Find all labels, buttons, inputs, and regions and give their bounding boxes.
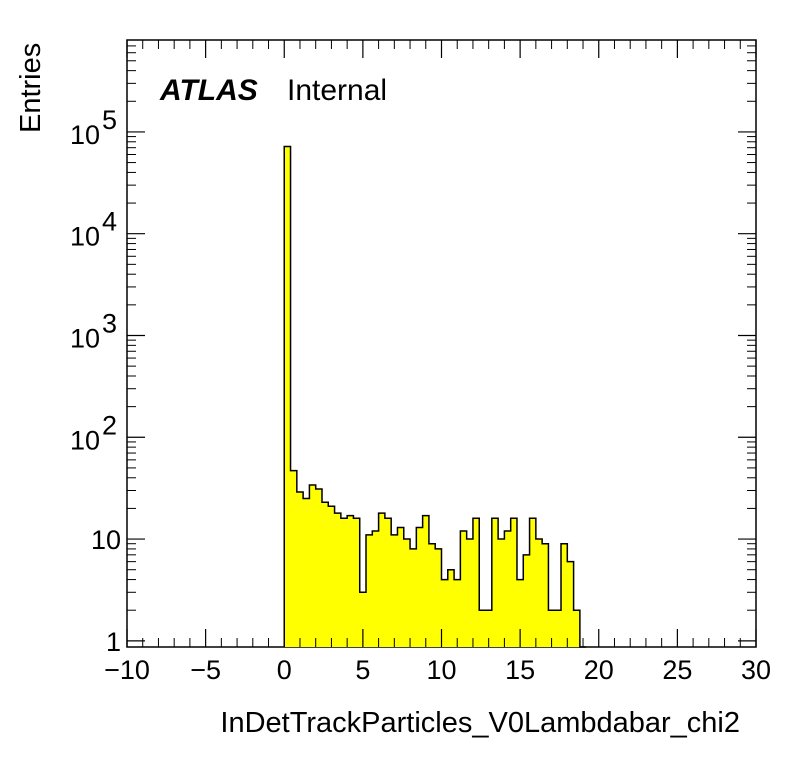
histogram-bin — [523, 554, 530, 647]
x-tick-label: 15 — [505, 655, 535, 685]
histogram-bin — [548, 610, 556, 647]
histogram-bin — [466, 539, 474, 647]
histogram-bin — [460, 530, 467, 647]
histogram-bin — [479, 610, 486, 647]
histogram-bin — [384, 518, 392, 647]
histogram-bin — [441, 579, 449, 647]
histogram-bin — [347, 515, 354, 647]
histogram-bin — [529, 518, 537, 647]
histogram-bin — [309, 484, 316, 647]
y-axis-title: Entries — [15, 43, 47, 133]
histogram-bin — [573, 610, 581, 647]
histogram-bin — [554, 610, 562, 647]
histogram-bin — [498, 539, 505, 647]
histogram-bin — [315, 489, 323, 647]
x-axis-title: InDetTrackParticles_V0Lambdabar_chi2 — [220, 707, 740, 739]
x-tick-label: 20 — [584, 655, 614, 685]
histogram-bin — [472, 518, 480, 647]
histogram-bin — [410, 548, 417, 647]
histogram-bin — [428, 543, 436, 647]
x-tick-label: −10 — [104, 655, 150, 685]
histogram-bin — [403, 539, 411, 647]
histogram-bin — [485, 610, 493, 647]
axis-ticks — [126, 39, 757, 647]
x-tick-label: 0 — [277, 655, 292, 685]
histogram-bin — [321, 502, 329, 647]
histogram-bin — [366, 534, 373, 647]
y-tick-exponent: 4 — [102, 207, 117, 237]
histogram-bin — [516, 579, 524, 647]
histogram-bin — [296, 491, 304, 647]
histogram-bin — [491, 518, 499, 647]
histogram-bin — [454, 579, 461, 647]
histogram-bin — [510, 518, 518, 647]
histogram-bin — [435, 548, 442, 647]
x-tick-label: 5 — [355, 655, 370, 685]
x-tick-label: 25 — [662, 655, 692, 685]
x-tick-label: −5 — [190, 655, 221, 685]
histogram-bin — [290, 470, 298, 647]
y-tick-exponent: 2 — [102, 410, 117, 440]
histogram-bin — [340, 518, 348, 647]
x-tick-label: 10 — [426, 655, 456, 685]
histogram-bin — [535, 539, 543, 647]
histogram-outline — [283, 145, 587, 648]
histogram-bin — [372, 530, 379, 647]
x-tick-label: 30 — [741, 655, 771, 685]
histogram-bars — [283, 145, 587, 648]
y-tick-label: 10 — [70, 425, 100, 455]
histogram-bin — [416, 527, 423, 647]
histogram-bin — [397, 527, 405, 647]
histogram-bin — [334, 513, 342, 647]
histogram-bin — [391, 534, 398, 647]
histogram-bin — [542, 543, 549, 647]
histogram-bin — [447, 569, 455, 647]
histogram-bin — [378, 513, 386, 647]
atlas-label: ATLAS — [159, 74, 258, 107]
histogram-bin — [561, 543, 568, 647]
y-tick-label: 10 — [91, 525, 121, 555]
histogram-bin — [504, 530, 511, 647]
histogram-bin — [353, 518, 361, 647]
y-tick-label: 10 — [70, 120, 100, 150]
y-tick-exponent: 3 — [102, 308, 117, 338]
y-tick-exponent: 5 — [102, 105, 117, 135]
y-tick-label: 1 — [106, 627, 121, 657]
histogram-bin — [422, 515, 430, 647]
histogram-bin — [567, 561, 574, 647]
histogram-bin — [303, 498, 310, 647]
histogram-bin — [328, 506, 335, 647]
histogram-bin — [284, 146, 291, 647]
internal-label: Internal — [287, 74, 387, 107]
y-tick-label: 10 — [70, 323, 100, 353]
y-tick-label: 10 — [70, 222, 100, 252]
histogram-bin — [359, 592, 367, 647]
